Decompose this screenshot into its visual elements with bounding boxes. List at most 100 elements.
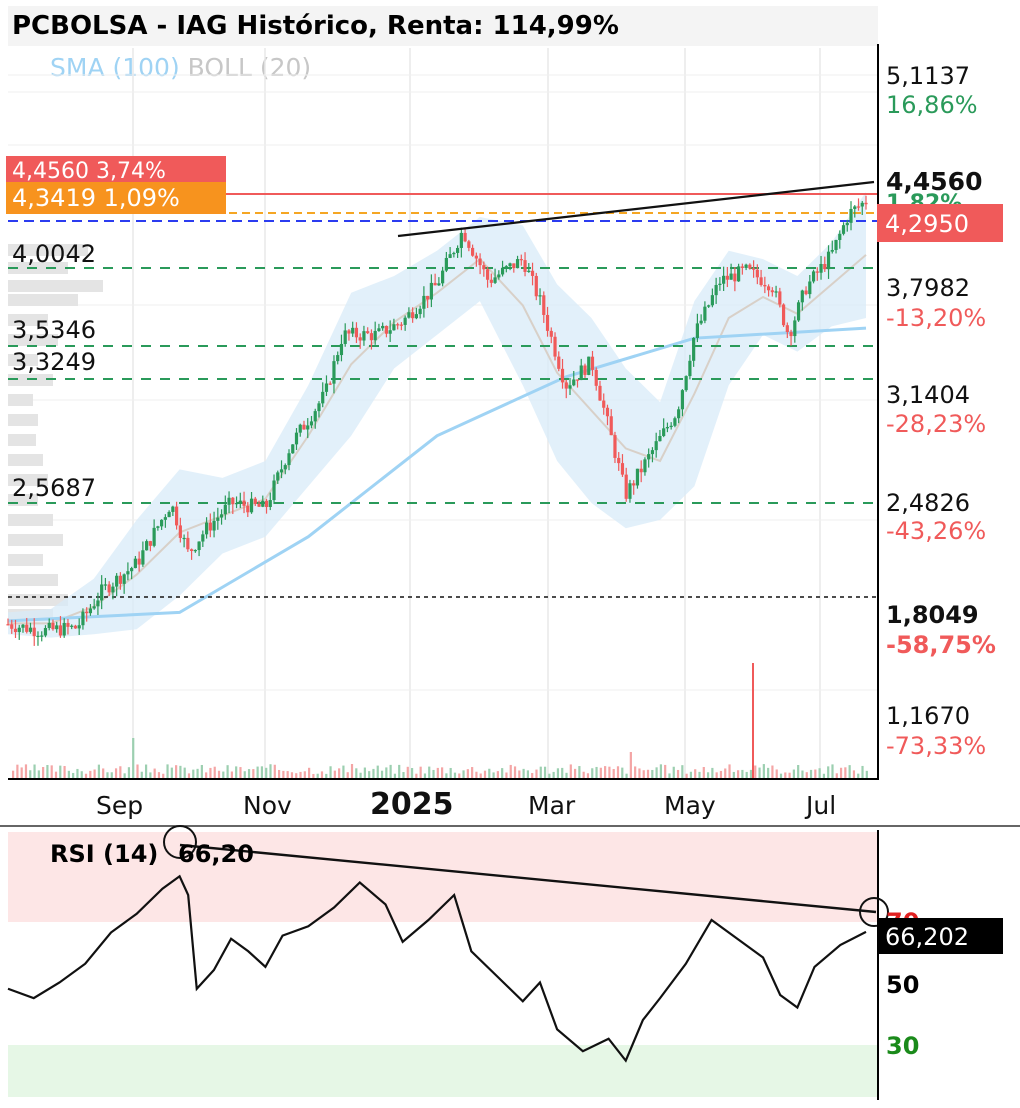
volume-profile-bar-9 bbox=[8, 414, 38, 426]
volume-bar-66 bbox=[295, 773, 298, 778]
volume-bar-170 bbox=[741, 769, 744, 778]
candle-body-160 bbox=[605, 407, 610, 417]
volume-bar-111 bbox=[488, 768, 491, 778]
candle-body-180 bbox=[680, 390, 685, 410]
candle-body-106 bbox=[403, 317, 407, 325]
volume-bar-6 bbox=[37, 770, 40, 778]
volume-bar-44 bbox=[200, 764, 203, 778]
volume-bar-118 bbox=[518, 770, 521, 778]
volume-bar-138 bbox=[604, 766, 607, 778]
candle-body-164 bbox=[620, 463, 625, 475]
candle-body-103 bbox=[392, 324, 396, 331]
support-label-3: 2,5687 bbox=[12, 474, 96, 502]
candle-body-25 bbox=[100, 584, 104, 601]
volume-bar-60 bbox=[269, 764, 272, 778]
volume-bar-198 bbox=[861, 765, 864, 778]
volume-bar-92 bbox=[406, 766, 409, 778]
candle-body-221 bbox=[834, 239, 838, 250]
candle-body-137 bbox=[519, 259, 523, 261]
volume-bar-129 bbox=[565, 772, 568, 778]
volume-bar-52 bbox=[235, 766, 238, 778]
volume-bar-17 bbox=[84, 773, 88, 778]
price-axis-pct-3: -43,26% bbox=[886, 517, 986, 545]
volume-bar-172 bbox=[749, 769, 753, 778]
volume-bar-142 bbox=[621, 767, 624, 778]
volume-bar-28 bbox=[132, 738, 135, 778]
volume-bar-178 bbox=[775, 769, 778, 778]
candle-body-90 bbox=[343, 330, 347, 344]
volume-bar-168 bbox=[732, 771, 735, 778]
candle-body-194 bbox=[733, 273, 737, 282]
candle-body-77 bbox=[294, 432, 299, 445]
candle-body-96 bbox=[366, 331, 370, 334]
candle-body-146 bbox=[553, 336, 557, 357]
candle-body-12 bbox=[51, 622, 55, 630]
candle-body-108 bbox=[411, 312, 415, 319]
volume-bar-159 bbox=[694, 769, 697, 778]
candle-body-105 bbox=[399, 324, 404, 326]
volume-bar-164 bbox=[715, 772, 718, 778]
candle-body-206 bbox=[778, 291, 782, 305]
candle-body-176 bbox=[665, 427, 670, 429]
candle-body-83 bbox=[317, 403, 321, 412]
candle-body-52 bbox=[201, 534, 205, 542]
candle-body-219 bbox=[826, 251, 831, 270]
volume-bar-13 bbox=[67, 770, 70, 778]
price-axis-label-3: 2,4826 bbox=[886, 489, 970, 517]
candle-body-204 bbox=[770, 290, 774, 293]
volume-bar-133 bbox=[582, 771, 585, 778]
candle-body-203 bbox=[766, 286, 771, 291]
volume-bar-23 bbox=[110, 772, 113, 778]
candle-body-114 bbox=[433, 282, 437, 286]
volume-bar-76 bbox=[338, 768, 341, 778]
volume-bar-1 bbox=[16, 764, 19, 778]
volume-bar-29 bbox=[136, 764, 139, 778]
volume-bar-126 bbox=[552, 771, 555, 778]
volume-bar-40 bbox=[183, 767, 186, 778]
volume-bar-128 bbox=[561, 767, 564, 778]
volume-bar-42 bbox=[192, 769, 195, 778]
volume-bar-189 bbox=[822, 773, 826, 778]
candle-body-168 bbox=[635, 468, 640, 486]
sma-legend: SMA (100) bbox=[50, 53, 180, 82]
candle-body-188 bbox=[710, 295, 714, 306]
volume-bar-193 bbox=[839, 767, 843, 778]
candle-body-88 bbox=[336, 355, 340, 362]
candle-body-72 bbox=[276, 472, 280, 481]
volume-bar-84 bbox=[372, 768, 375, 778]
price-axis-label-2: 3,1404 bbox=[886, 381, 970, 409]
volume-bar-12 bbox=[63, 765, 66, 778]
candle-body-56 bbox=[216, 517, 220, 521]
candle-body-172 bbox=[650, 450, 655, 455]
candle-body-173 bbox=[654, 441, 658, 451]
volume-bar-167 bbox=[728, 764, 731, 778]
candle-body-166 bbox=[628, 483, 632, 499]
candle-body-115 bbox=[437, 283, 441, 286]
red-tag bbox=[6, 156, 226, 182]
candle-body-41 bbox=[160, 519, 164, 527]
volume-bar-37 bbox=[170, 767, 173, 778]
candle-body-3 bbox=[17, 627, 21, 633]
candle-body-181 bbox=[684, 376, 688, 391]
candle-body-111 bbox=[422, 295, 426, 309]
volume-bar-134 bbox=[586, 773, 590, 778]
volume-bar-63 bbox=[282, 770, 285, 778]
volume-bar-100 bbox=[441, 767, 444, 778]
volume-bar-5 bbox=[33, 764, 36, 778]
candle-body-94 bbox=[358, 337, 362, 341]
candle-body-20 bbox=[81, 611, 85, 626]
volume-bar-127 bbox=[556, 768, 560, 778]
volume-bar-171 bbox=[745, 771, 748, 778]
candle-body-38 bbox=[148, 541, 152, 546]
volume-bar-16 bbox=[80, 771, 83, 778]
candle-body-91 bbox=[347, 330, 351, 334]
price-axis-top-level: 4,4560 bbox=[886, 167, 982, 196]
candle-body-69 bbox=[264, 500, 269, 507]
candle-body-148 bbox=[560, 368, 565, 383]
volume-bar-20 bbox=[97, 764, 100, 778]
price-axis-pct-4: -58,75% bbox=[886, 631, 996, 659]
volume-bar-150 bbox=[655, 767, 658, 778]
volume-bar-140 bbox=[612, 769, 615, 778]
volume-bar-112 bbox=[492, 772, 495, 778]
resistance-trendline bbox=[397, 180, 875, 238]
